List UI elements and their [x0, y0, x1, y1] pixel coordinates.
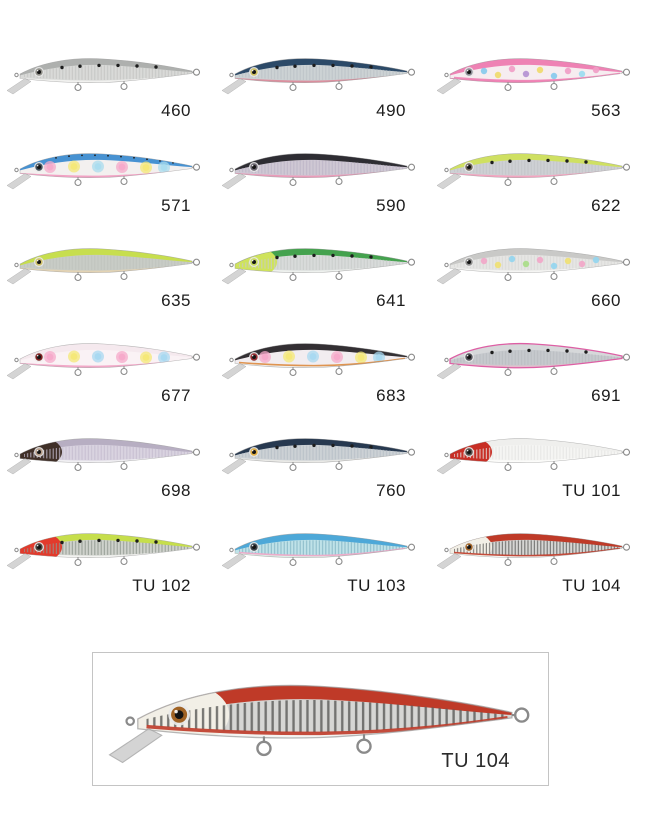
lure-code-label: 571: [161, 196, 191, 215]
lure-item: 641: [215, 218, 430, 313]
lure-item: 683: [215, 313, 430, 408]
lure-code-label: 563: [591, 101, 621, 120]
lure-artwork-svg: [436, 58, 631, 95]
lure-artwork-svg: [6, 533, 201, 570]
lure-code-label: 698: [161, 481, 191, 500]
lure-code-label: TU 102: [132, 576, 191, 595]
lure-code-label: 683: [376, 386, 406, 405]
lure-artwork-svg: [221, 153, 416, 190]
featured-lure-code-label: TU 104: [441, 750, 510, 772]
lure-code-label: 660: [591, 291, 621, 310]
lure-item: 563: [430, 28, 645, 123]
lure-artwork-svg: [6, 248, 201, 285]
lure-image: [434, 125, 634, 205]
lure-artwork-svg: [108, 684, 530, 764]
lure-code-label: 490: [376, 101, 406, 120]
lure-code-label: 460: [161, 101, 191, 120]
lure-image: [4, 315, 204, 395]
lure-item: TU 101: [430, 408, 645, 503]
lure-image: [4, 30, 204, 110]
lure-code-label: 691: [591, 386, 621, 405]
lure-artwork-svg: [436, 342, 631, 380]
lure-image: [219, 30, 419, 110]
lure-image: [434, 220, 634, 300]
lure-item: TU 103: [215, 503, 430, 598]
lure-artwork-svg: [436, 248, 631, 285]
lure-item: 622: [430, 123, 645, 218]
lure-grid: 460 490 563 571 590 622 635 641 660 677: [0, 28, 645, 598]
lure-item: TU 102: [0, 503, 215, 598]
lure-item: 677: [0, 313, 215, 408]
lure-image: [434, 410, 634, 490]
lure-code-label: 590: [376, 196, 406, 215]
lure-image: [434, 30, 634, 110]
lure-artwork-svg: [436, 153, 631, 190]
lure-code-label: 622: [591, 196, 621, 215]
lure-image: [4, 410, 204, 490]
lure-artwork-svg: [6, 438, 201, 475]
lure-item: 635: [0, 218, 215, 313]
lure-artwork-svg: [436, 438, 631, 475]
lure-code-label: TU 103: [347, 576, 406, 595]
lure-image: [219, 220, 419, 300]
lure-image: [4, 125, 204, 205]
lure-image: [219, 410, 419, 490]
lure-image: [219, 505, 419, 585]
lure-artwork-svg: [221, 438, 416, 475]
lure-artwork-svg: [221, 248, 416, 285]
lure-image: [434, 315, 634, 395]
lure-code-label: 677: [161, 386, 191, 405]
lure-code-label: 635: [161, 291, 191, 310]
lure-artwork-svg: [6, 58, 201, 95]
lure-image: [434, 505, 634, 585]
lure-item: 460: [0, 28, 215, 123]
lure-code-label: 760: [376, 481, 406, 500]
featured-lure-image: [103, 653, 538, 785]
lure-code-label: 641: [376, 291, 406, 310]
lure-item: 490: [215, 28, 430, 123]
featured-lure-box: TU 104: [92, 652, 549, 786]
lure-image: [4, 505, 204, 585]
lure-item: 590: [215, 123, 430, 218]
lure-artwork-svg: [436, 533, 631, 570]
lure-artwork-svg: [221, 343, 416, 380]
lure-code-label: TU 104: [562, 576, 621, 595]
lure-item: 571: [0, 123, 215, 218]
lure-image: [4, 220, 204, 300]
lure-item: TU 104: [430, 503, 645, 598]
lure-item: 691: [430, 313, 645, 408]
lure-artwork-svg: [221, 533, 416, 570]
lure-image: [219, 125, 419, 205]
lure-image: [219, 315, 419, 395]
lure-code-label: TU 101: [562, 481, 621, 500]
lure-artwork-svg: [6, 343, 201, 380]
lure-artwork-svg: [6, 153, 201, 190]
lure-item: 660: [430, 218, 645, 313]
lure-item: 760: [215, 408, 430, 503]
lure-item: 698: [0, 408, 215, 503]
lure-artwork-svg: [221, 58, 416, 95]
